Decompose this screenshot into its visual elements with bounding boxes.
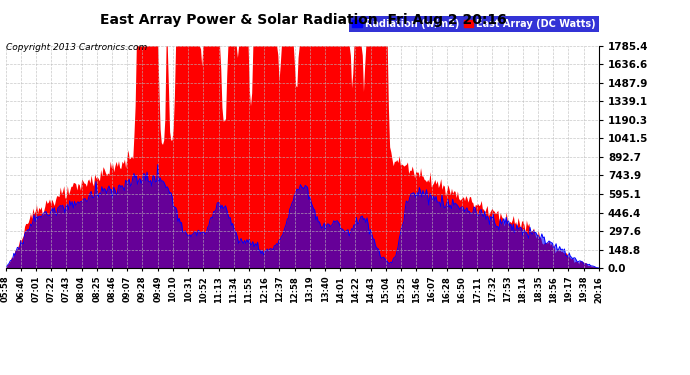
Text: Copyright 2013 Cartronics.com: Copyright 2013 Cartronics.com (6, 43, 147, 52)
Legend: Radiation (w/m2), East Array (DC Watts): Radiation (w/m2), East Array (DC Watts) (349, 16, 599, 32)
Text: East Array Power & Solar Radiation  Fri Aug 2 20:16: East Array Power & Solar Radiation Fri A… (100, 13, 507, 27)
